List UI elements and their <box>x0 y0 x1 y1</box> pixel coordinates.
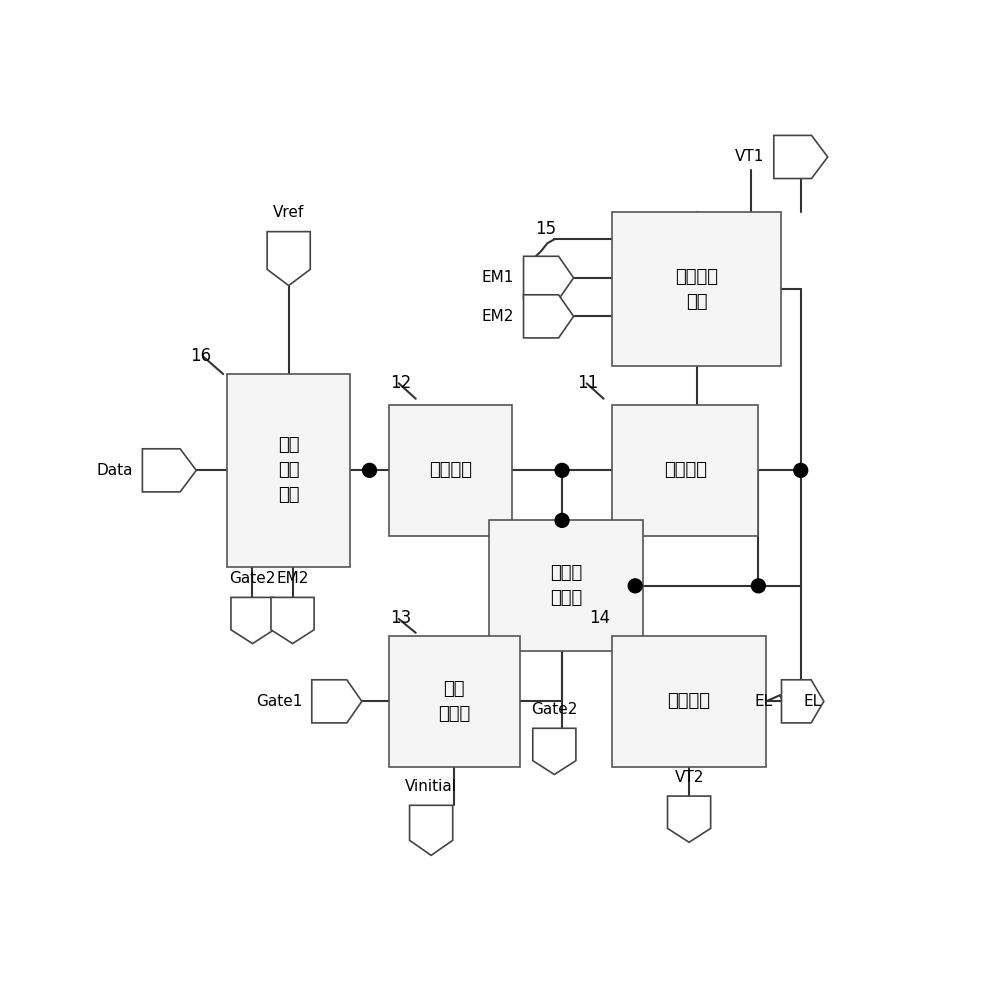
Bar <box>612 212 781 366</box>
Polygon shape <box>532 728 575 775</box>
Text: 11: 11 <box>577 374 598 392</box>
Text: 储能电路: 储能电路 <box>429 461 472 479</box>
Circle shape <box>555 463 569 477</box>
Polygon shape <box>667 796 710 842</box>
Text: 初始
化电路: 初始 化电路 <box>439 680 471 723</box>
Text: 驱动电路: 驱动电路 <box>663 461 706 479</box>
Text: Gate1: Gate1 <box>256 694 303 709</box>
Bar <box>389 636 519 767</box>
Text: 写入
控制
电路: 写入 控制 电路 <box>278 436 300 504</box>
Polygon shape <box>231 597 274 644</box>
Polygon shape <box>410 805 453 855</box>
Text: 12: 12 <box>391 374 412 392</box>
Circle shape <box>628 579 642 593</box>
Text: EM2: EM2 <box>277 571 309 586</box>
Text: 发光控制
电路: 发光控制 电路 <box>675 268 718 311</box>
Text: 16: 16 <box>190 347 211 365</box>
Text: 15: 15 <box>535 220 556 238</box>
Bar <box>612 405 758 536</box>
Polygon shape <box>143 449 196 492</box>
Bar <box>389 405 511 536</box>
Text: EL: EL <box>754 694 772 709</box>
Text: Gate2: Gate2 <box>230 571 276 586</box>
Polygon shape <box>267 232 311 286</box>
Polygon shape <box>523 295 573 338</box>
Circle shape <box>794 463 807 477</box>
Polygon shape <box>271 597 314 644</box>
Text: EL: EL <box>803 694 821 709</box>
Polygon shape <box>523 256 573 299</box>
Text: Gate2: Gate2 <box>531 702 577 717</box>
Bar <box>489 520 643 651</box>
Bar <box>612 636 766 767</box>
Text: VT2: VT2 <box>674 770 703 785</box>
Text: VT1: VT1 <box>735 149 764 164</box>
Text: 14: 14 <box>589 609 610 627</box>
Bar <box>227 374 351 567</box>
Text: Vinitial: Vinitial <box>406 779 458 794</box>
Text: 发光元件: 发光元件 <box>667 692 710 710</box>
Text: 13: 13 <box>391 609 412 627</box>
Polygon shape <box>312 680 362 723</box>
Polygon shape <box>781 680 824 723</box>
Circle shape <box>555 513 569 527</box>
Text: EM1: EM1 <box>482 270 514 285</box>
Text: Data: Data <box>97 463 133 478</box>
Text: 补偿控
制电路: 补偿控 制电路 <box>549 564 582 607</box>
Circle shape <box>751 579 765 593</box>
Text: EM2: EM2 <box>482 309 514 324</box>
Circle shape <box>363 463 377 477</box>
Polygon shape <box>774 135 828 179</box>
Text: Vref: Vref <box>273 205 305 220</box>
